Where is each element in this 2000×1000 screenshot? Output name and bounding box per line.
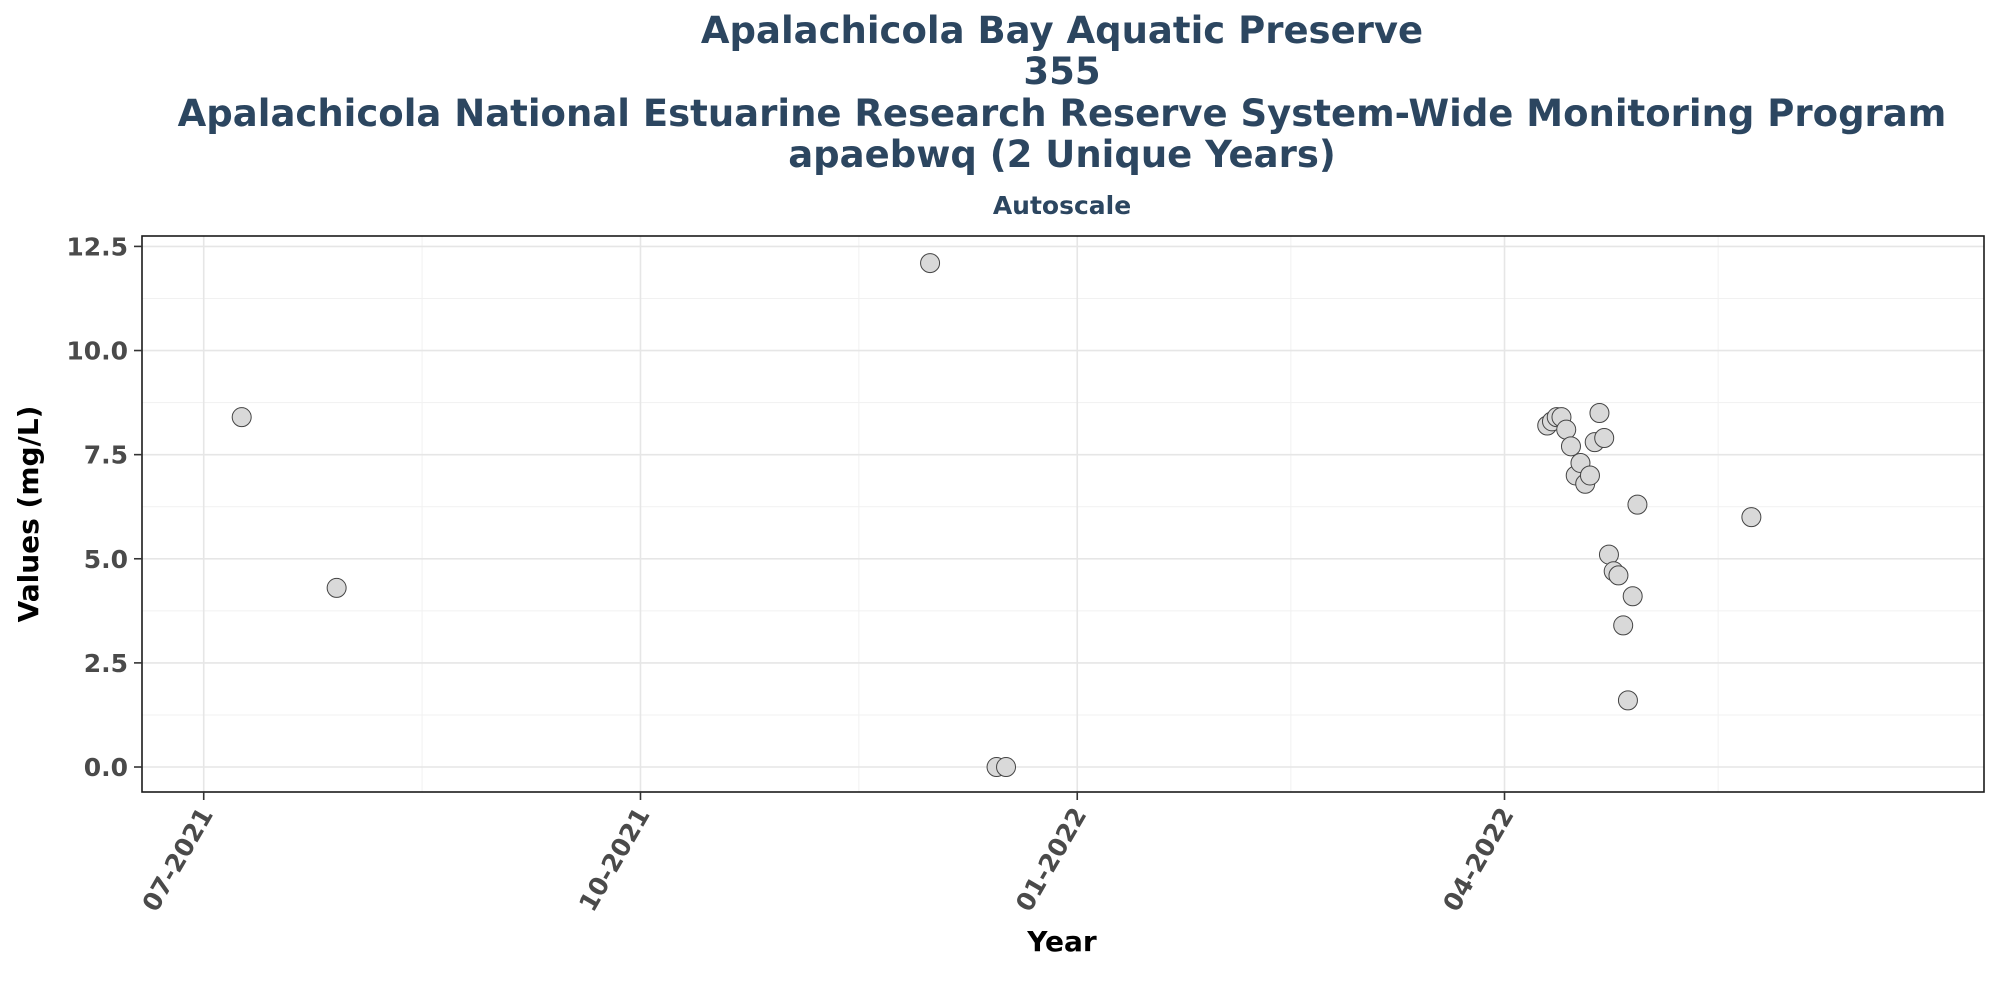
- x-tick-label: 10-2021: [573, 803, 655, 917]
- data-point: [1617, 690, 1638, 711]
- y-tick-label: 12.5: [66, 232, 128, 261]
- data-point: [1608, 565, 1629, 586]
- data-points: [231, 253, 1762, 778]
- title-line: 355: [1023, 50, 1100, 93]
- data-point: [920, 253, 941, 274]
- y-tick-label: 7.5: [84, 441, 128, 470]
- title-line: Apalachicola Bay Aquatic Preserve: [701, 9, 1423, 52]
- x-tick-label: 07-2021: [136, 803, 218, 917]
- y-tick-label: 2.5: [84, 649, 128, 678]
- data-point: [1594, 427, 1615, 448]
- data-point: [1556, 419, 1577, 440]
- title-line: apaebwq (2 Unique Years): [788, 133, 1336, 176]
- grid: [142, 236, 1984, 792]
- data-point: [1579, 465, 1600, 486]
- axis-ticks: 07-2021 10-2021 01-2022 04-2022 0.0 2.5 5.0 7.5…: [66, 232, 1519, 916]
- data-point: [231, 407, 252, 428]
- data-point: [1622, 586, 1643, 607]
- x-tick-label: 01-2022: [1010, 803, 1092, 917]
- data-point: [1741, 507, 1762, 528]
- data-point: [996, 757, 1017, 778]
- data-point: [1598, 544, 1619, 565]
- data-point: [1613, 615, 1634, 636]
- y-tick-label: 10.0: [66, 337, 128, 366]
- chart-title: Apalachicola Bay Aquatic Preserve 355 Ap…: [178, 9, 1947, 176]
- x-tick-label: 04-2022: [1437, 803, 1519, 917]
- data-point: [1627, 494, 1648, 515]
- data-point: [1560, 436, 1581, 457]
- title-line: Apalachicola National Estuarine Research…: [178, 92, 1947, 135]
- y-tick-label: 5.0: [84, 545, 128, 574]
- y-axis-title: Values (mg/L): [12, 406, 45, 623]
- data-point: [326, 577, 347, 598]
- chart-subtitle: Autoscale: [993, 191, 1131, 220]
- x-axis-title: Year: [1026, 925, 1097, 958]
- plot-panel-border: [141, 235, 1985, 793]
- data-point: [1589, 403, 1610, 424]
- y-tick-label: 0.0: [84, 753, 128, 782]
